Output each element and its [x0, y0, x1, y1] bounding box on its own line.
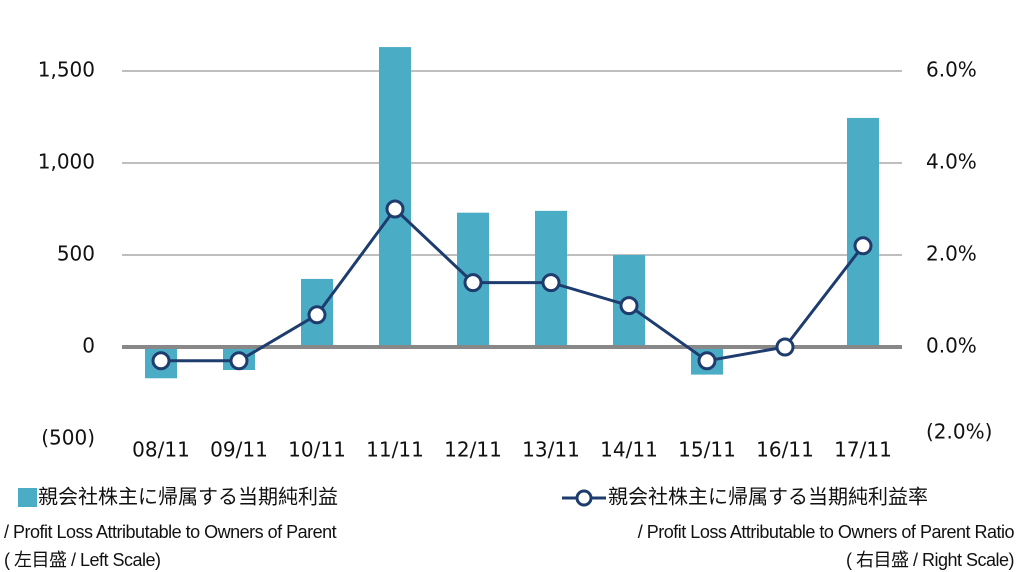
x-tick-label: 10/11 — [288, 438, 346, 462]
marker — [463, 273, 483, 293]
legend-scale-note: ( 左目盛 / Left Scale) — [4, 550, 161, 570]
legend-label-en: / Profit Loss Attributable to Owners of … — [638, 522, 1015, 542]
marker — [619, 296, 639, 316]
y2-tick-label: 0.0% — [926, 334, 977, 358]
y2-tick-label: (2.0%) — [926, 420, 992, 444]
y-tick-label: 500 — [57, 242, 95, 266]
x-tick-label: 12/11 — [444, 438, 502, 462]
y-tick-label: (500) — [41, 426, 95, 450]
legend-scale-note: ( 右目盛 / Right Scale) — [846, 550, 1014, 570]
x-tick-label: 13/11 — [522, 438, 580, 462]
marker — [697, 351, 717, 371]
y-tick-label: 0 — [82, 334, 95, 358]
marker — [541, 273, 561, 293]
x-tick-label: 16/11 — [756, 438, 814, 462]
x-tick-label: 09/11 — [210, 438, 268, 462]
y2-tick-label: 2.0% — [926, 242, 977, 266]
legend-label-en: / Profit Loss Attributable to Owners of … — [4, 522, 337, 542]
x-tick-label: 11/11 — [366, 438, 424, 462]
line — [161, 206, 865, 363]
legend-swatch — [18, 488, 37, 507]
marker — [775, 337, 795, 357]
x-tick-label: 14/11 — [600, 438, 658, 462]
x-tick-label: 15/11 — [678, 438, 736, 462]
legend-label: 親会社株主に帰属する当期純利益 — [38, 485, 338, 509]
y-tick-label: 1,000 — [38, 150, 95, 174]
y2-tick-label: 6.0% — [926, 58, 977, 82]
x-tick-label: 08/11 — [132, 438, 190, 462]
bar — [379, 47, 411, 347]
marker — [853, 236, 873, 256]
marker — [151, 351, 171, 371]
y2-tick-label: 4.0% — [926, 150, 977, 174]
legend-marker — [575, 489, 593, 507]
legend-label: 親会社株主に帰属する当期純利益率 — [608, 485, 928, 509]
bar — [847, 117, 879, 347]
y-tick-label: 1,500 — [38, 58, 95, 82]
marker — [385, 199, 405, 219]
x-tick-label: 17/11 — [834, 438, 892, 462]
marker — [307, 305, 327, 325]
marker — [229, 351, 249, 371]
